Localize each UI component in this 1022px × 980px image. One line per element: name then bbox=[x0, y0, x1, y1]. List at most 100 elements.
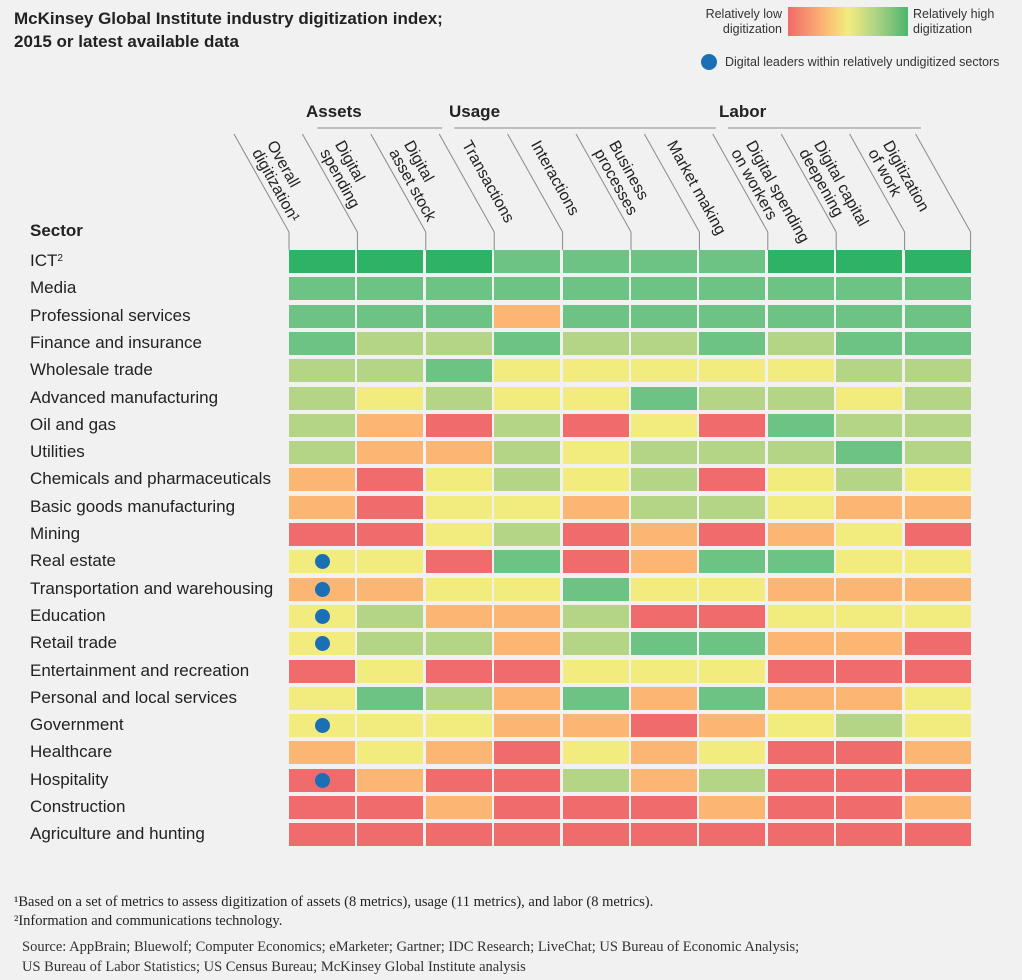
heatmap-cell bbox=[904, 359, 971, 383]
heatmap-cell bbox=[904, 304, 971, 328]
heatmap-cell bbox=[289, 523, 355, 546]
heatmap-cell bbox=[836, 523, 903, 546]
header-slant-divider bbox=[780, 133, 837, 233]
heatmap-cell bbox=[904, 386, 971, 410]
sector-label: Media bbox=[30, 278, 76, 298]
heatmap-cell bbox=[767, 413, 834, 437]
heatmap-cell bbox=[631, 550, 697, 574]
heatmap-cell bbox=[289, 686, 355, 710]
heatmap-cell bbox=[562, 632, 629, 656]
title-line-2: 2015 or latest available data bbox=[14, 32, 239, 51]
group-label-usage: Usage bbox=[449, 102, 501, 121]
heatmap-cell bbox=[904, 413, 971, 437]
heatmap-cell bbox=[767, 359, 834, 383]
sector-label: Finance and insurance bbox=[30, 333, 202, 353]
heatmap-cell bbox=[357, 386, 424, 410]
heatmap-cell bbox=[357, 632, 424, 656]
sector-name: Real estate bbox=[30, 551, 116, 571]
heatmap-cell bbox=[357, 768, 424, 792]
sector-name: Transportation and warehousing bbox=[30, 578, 274, 598]
heatmap-cell bbox=[562, 359, 629, 383]
sector-name: Personal and local services bbox=[30, 687, 237, 707]
legend-low-line-1: Relatively low bbox=[705, 7, 782, 21]
heatmap-cell bbox=[631, 577, 697, 601]
heatmap-cell bbox=[836, 304, 903, 328]
legend-low-label: Relatively low digitization bbox=[690, 7, 782, 37]
source-line-1: Source: AppBrain; Bluewolf; Computer Eco… bbox=[22, 939, 800, 955]
heatmap-cell bbox=[357, 741, 424, 765]
heatmap-cell bbox=[631, 304, 697, 328]
heatmap-cell bbox=[631, 823, 697, 847]
heatmap-cell bbox=[494, 577, 561, 601]
header-slant-divider bbox=[233, 133, 290, 233]
heatmap-cell bbox=[425, 768, 492, 792]
heatmap-cell bbox=[289, 250, 355, 273]
heatmap-cell bbox=[767, 686, 834, 710]
heatmap-cell bbox=[425, 686, 492, 710]
sector-name: Mining bbox=[30, 524, 81, 543]
heatmap-cell bbox=[289, 823, 355, 847]
sector-label: Agriculture and hunting bbox=[30, 824, 205, 844]
heatmap-cell bbox=[631, 523, 697, 546]
heatmap-cell bbox=[562, 577, 629, 601]
heatmap-cell bbox=[631, 441, 697, 465]
heatmap-cell bbox=[425, 550, 492, 574]
heatmap-cell bbox=[836, 441, 903, 465]
heatmap-cell bbox=[904, 441, 971, 465]
heatmap-cell bbox=[562, 441, 629, 465]
heatmap-cell bbox=[631, 632, 697, 656]
heatmap-cell bbox=[357, 686, 424, 710]
heatmap-cell bbox=[836, 495, 903, 519]
sector-label: Retail trade bbox=[30, 633, 117, 653]
heatmap-cell bbox=[836, 250, 903, 273]
heatmap-cell bbox=[836, 796, 903, 819]
heatmap-cell bbox=[562, 331, 629, 355]
heatmap-cell bbox=[904, 686, 971, 710]
sector-name: Chemicals and pharmaceuticals bbox=[30, 469, 271, 489]
heatmap-cell bbox=[562, 686, 629, 710]
heatmap-cell bbox=[425, 523, 492, 546]
heatmap-cell bbox=[494, 686, 561, 710]
heatmap-cell bbox=[357, 659, 424, 683]
sector-label: Transportation and warehousing bbox=[30, 579, 273, 599]
heatmap-cell bbox=[699, 386, 766, 410]
heatmap-cell bbox=[494, 386, 561, 410]
heatmap-cell bbox=[767, 523, 834, 546]
heatmap-cell bbox=[289, 441, 355, 465]
heatmap-cell bbox=[767, 250, 834, 273]
heatmap-cell bbox=[767, 550, 834, 574]
heatmap-cell bbox=[767, 468, 834, 492]
heatmap-cell bbox=[562, 250, 629, 273]
heatmap-cell bbox=[289, 659, 355, 683]
sector-label: Chemicals and pharmaceuticals bbox=[30, 469, 271, 489]
sector-label: Wholesale trade bbox=[30, 360, 153, 380]
header-slant-divider bbox=[575, 133, 632, 233]
heatmap-cell bbox=[699, 550, 766, 574]
heatmap-cell bbox=[357, 304, 424, 328]
heatmap-cell bbox=[494, 550, 561, 574]
heatmap-cell bbox=[699, 768, 766, 792]
heatmap-cell bbox=[631, 495, 697, 519]
heatmap-cell bbox=[836, 659, 903, 683]
heatmap-cell bbox=[904, 796, 971, 819]
heatmap-cell bbox=[494, 495, 561, 519]
heatmap-cell bbox=[494, 250, 561, 273]
heatmap-cell bbox=[357, 495, 424, 519]
heatmap-cell bbox=[494, 714, 561, 738]
heatmap-cell bbox=[904, 604, 971, 628]
heatmap-cell bbox=[836, 714, 903, 738]
heatmap-cell bbox=[767, 386, 834, 410]
heatmap-cell bbox=[494, 441, 561, 465]
heatmap-cell bbox=[494, 741, 561, 765]
sector-name: Construction bbox=[30, 797, 126, 816]
footnote-2: ²Information and communications technolo… bbox=[14, 913, 283, 929]
heatmap-cell bbox=[699, 796, 766, 819]
sector-name: Basic goods manufacturing bbox=[30, 496, 236, 516]
heatmap-cell bbox=[562, 659, 629, 683]
heatmap-cell bbox=[425, 796, 492, 819]
heatmap-cell bbox=[425, 441, 492, 465]
legend-low-line-2: digitization bbox=[722, 22, 782, 36]
heatmap-cell bbox=[494, 768, 561, 792]
heatmap-cell bbox=[767, 441, 834, 465]
heatmap-cell bbox=[699, 659, 766, 683]
